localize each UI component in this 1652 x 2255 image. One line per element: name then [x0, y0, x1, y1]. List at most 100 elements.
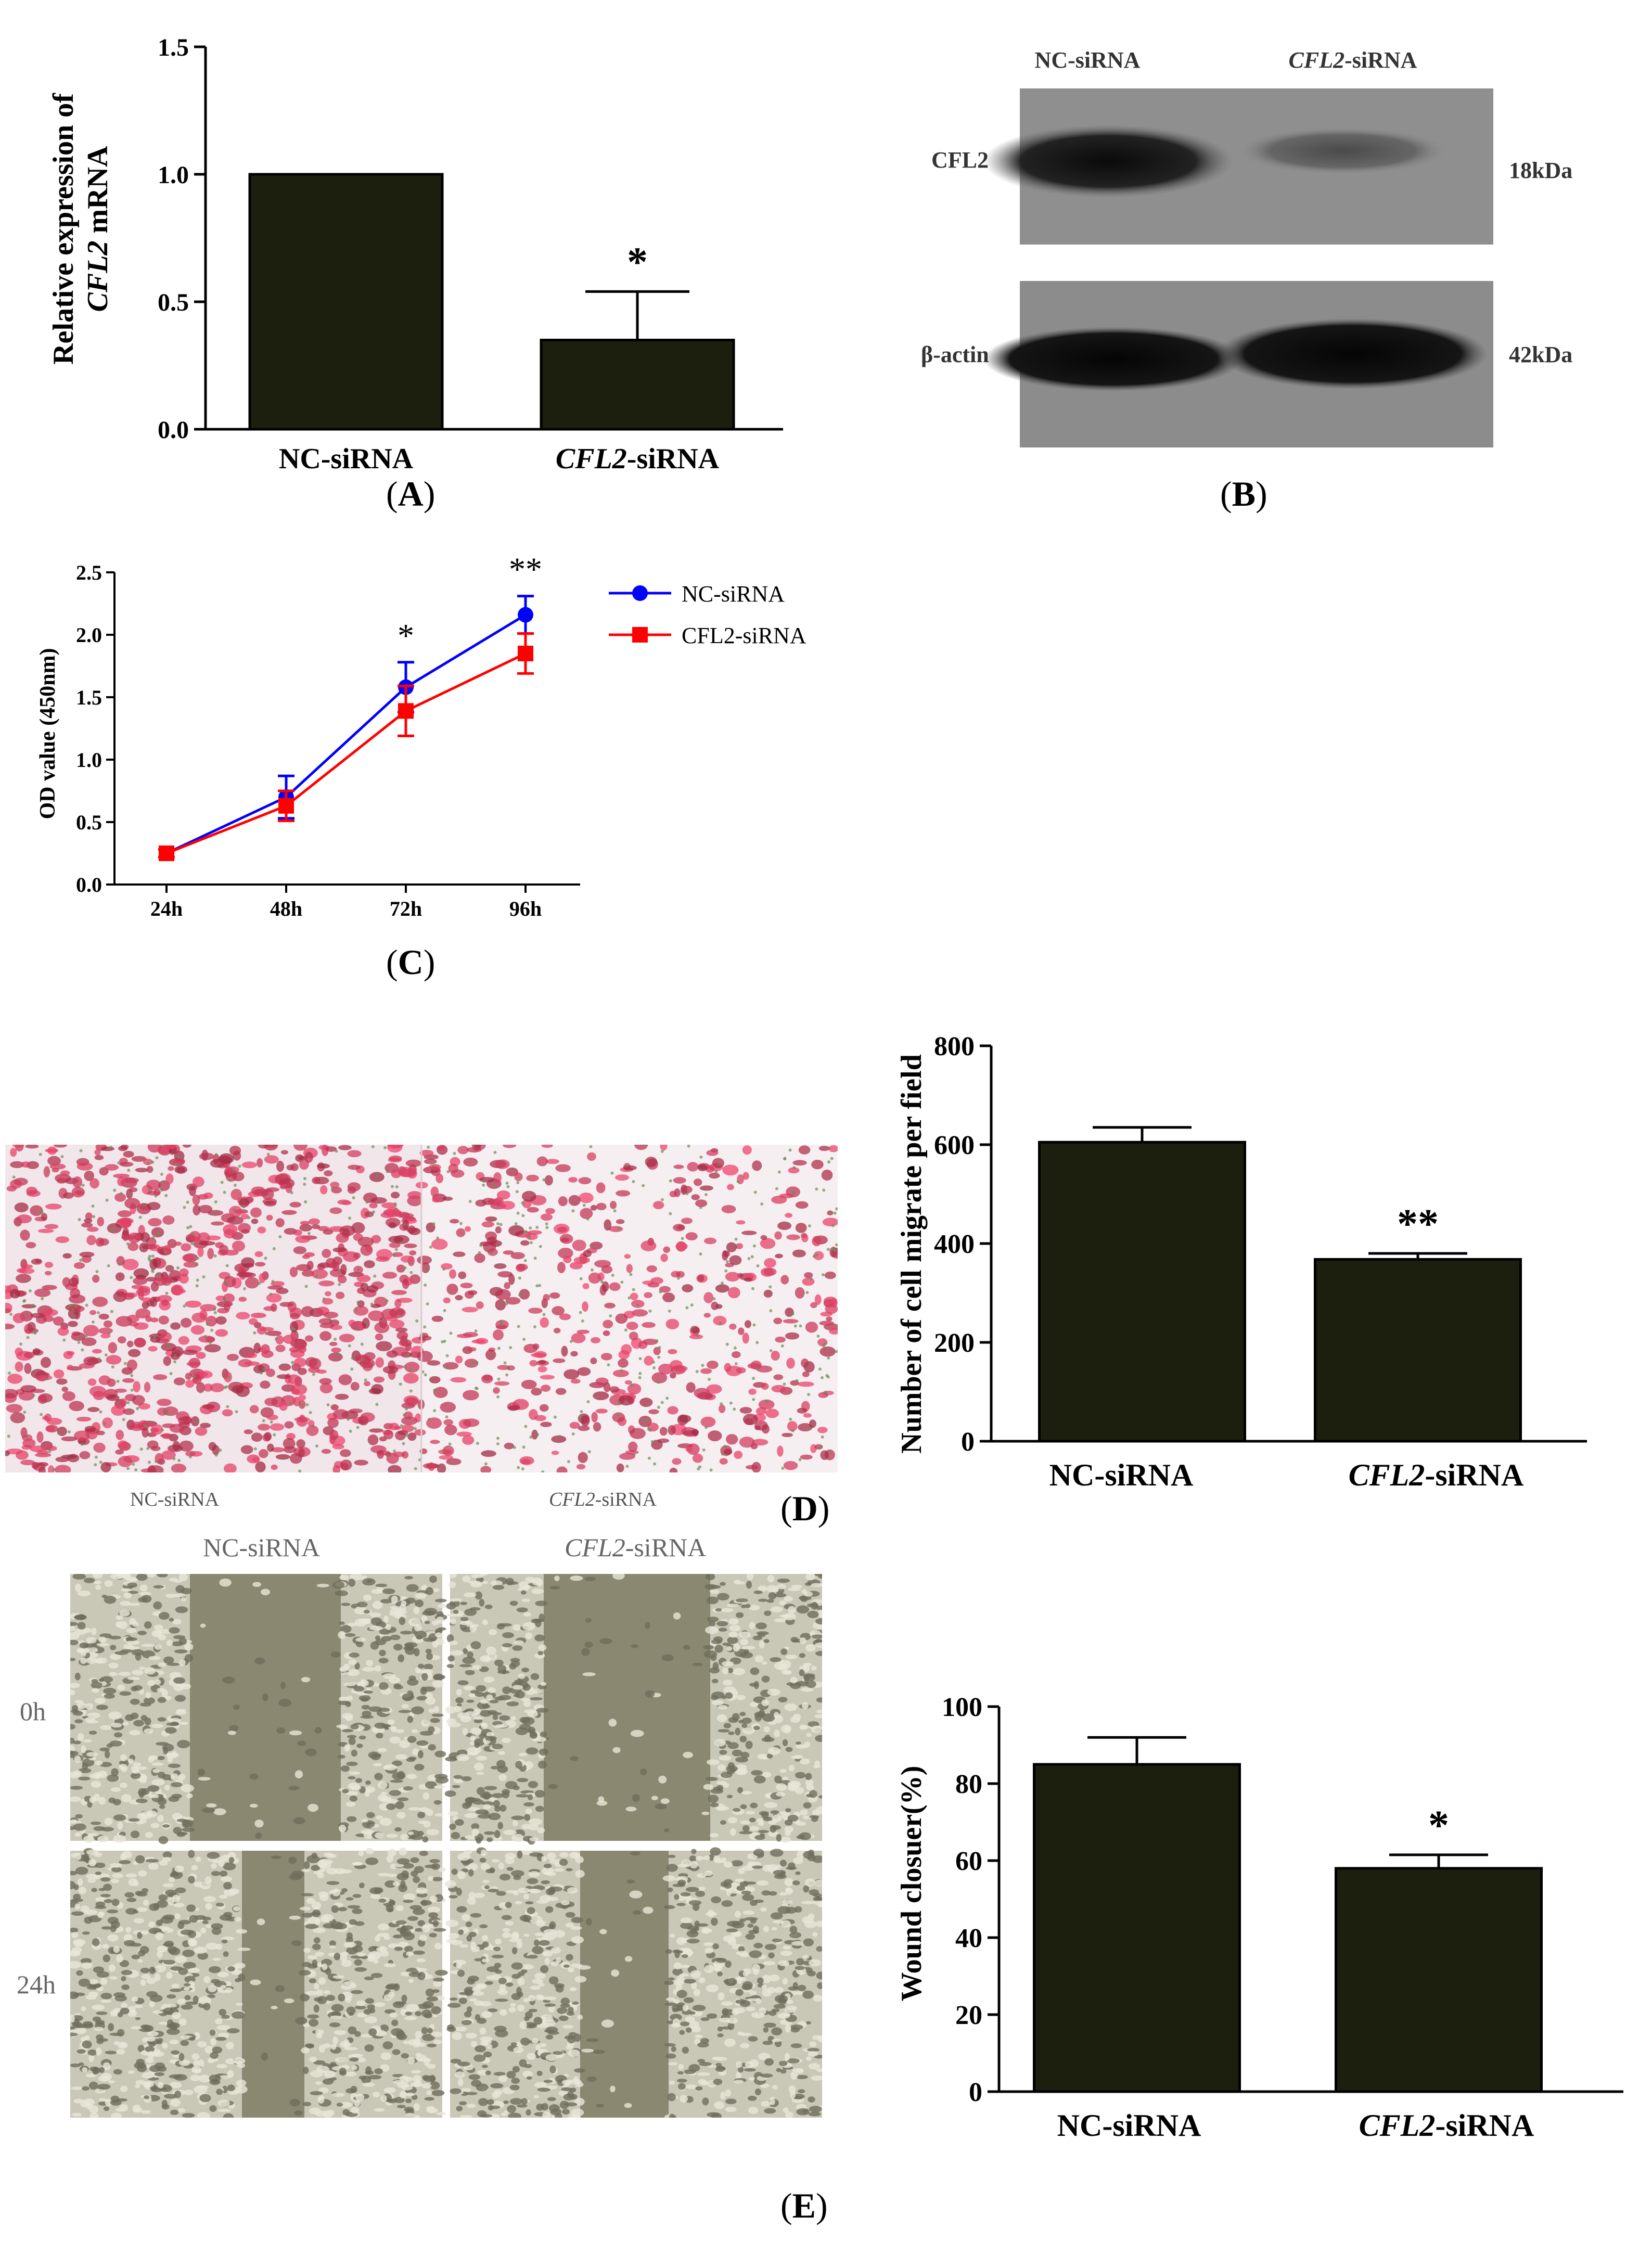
- c-significance-2: *: [398, 617, 414, 654]
- d-bars: **: [1038, 1126, 1522, 1443]
- e-ylabel: Wound closuer(%): [895, 1766, 928, 2002]
- panel-label-c: (C): [386, 942, 436, 982]
- svg-text:Relative expression of: Relative expression of: [47, 93, 80, 365]
- c-ytick-label-2: 1.0: [76, 748, 102, 772]
- blot-row2-label: β-actin: [921, 342, 989, 367]
- c-ytick-label-5: 2.5: [76, 561, 102, 584]
- panel-label-e: (E): [780, 2186, 828, 2225]
- e-ytick-label-3: 60: [955, 1847, 982, 1876]
- wound-kd-0h: [444, 1571, 829, 1845]
- c-xtick-label-3: 96h: [509, 897, 542, 920]
- blot-row1-label: CFL2: [931, 147, 989, 173]
- wound-row1-label: 0h: [20, 1697, 46, 1726]
- e-ytick-label-4: 80: [955, 1770, 982, 1799]
- c-point-cfl2-2: [398, 703, 414, 719]
- transwell-label-kd: CFL2-siRNA: [549, 1489, 657, 1510]
- d-ytick-label-2: 400: [934, 1229, 975, 1259]
- c-point-cfl2-3: [518, 646, 533, 661]
- c-legend-label-cfl2: CFL2-siRNA: [682, 623, 806, 648]
- c-line-cfl2: [166, 652, 527, 855]
- d-significance-1: **: [1397, 1201, 1439, 1247]
- c-ytick-label-0: 0.0: [76, 873, 102, 896]
- d-bar-0: [1038, 1141, 1246, 1443]
- blot-actin-band-kd: [1218, 318, 1488, 389]
- wound-kd-24h: [444, 1847, 828, 2121]
- c-line-nc: [165, 613, 527, 855]
- blot-actin-band-nc: [983, 327, 1244, 391]
- c-point-cfl2-0: [159, 845, 174, 861]
- a-bar-0: [248, 173, 444, 431]
- wound-nc-24h: [65, 1847, 448, 2121]
- e-significance-1: *: [1428, 1803, 1449, 1849]
- panel-b-blot: NC-siRNA CFL2-siRNA CFL2 18kDa β-actin 4…: [885, 31, 1613, 458]
- wound-image-grid: [65, 1571, 829, 2121]
- panel-d-chart: Number of cell migrate per field 0 200 400…: [895, 1032, 1587, 1492]
- c-axes: 0.0 0.5 1.0 1.5 2.0 2.5 24h 48h 72h 96h: [76, 561, 580, 920]
- blot-lane2-label: CFL2-siRNA: [1289, 47, 1417, 73]
- c-xtick-label-0: 24h: [150, 897, 183, 920]
- c-plot: ***: [158, 551, 542, 861]
- svg-text:CFL2 mRNA: CFL2 mRNA: [82, 146, 114, 312]
- c-point-cfl2-1: [278, 798, 294, 814]
- d-axes: 0 200 400 600 800: [934, 1032, 1587, 1457]
- c-legend: NC-siRNA CFL2-siRNA: [609, 581, 806, 648]
- wound-col1-label: NC-siRNA: [203, 1533, 321, 1562]
- transwell-label-nc: NC-siRNA: [130, 1489, 220, 1510]
- a-ylabel-rest: mRNA: [82, 146, 114, 241]
- c-legend-marker-cfl2: [632, 627, 648, 643]
- a-xlabel-1: CFL2-siRNA: [556, 443, 720, 475]
- c-legend-label-nc: NC-siRNA: [682, 581, 785, 607]
- e-xlabel-1: CFL2-siRNA: [1359, 2108, 1534, 2143]
- wound-col2-label: CFL2-siRNA: [565, 1533, 707, 1562]
- e-bar-0: [1033, 1763, 1241, 2093]
- c-xtick-label-2: 72h: [390, 897, 422, 920]
- a-ylabel: Relative expression of CFL2 mRNA: [47, 93, 114, 365]
- d-ytick-label-4: 800: [934, 1032, 975, 1061]
- panel-a-chart: Relative expression of CFL2 mRNA 0.0 0.5 1…: [47, 34, 783, 475]
- e-xlabel-0: NC-siRNA: [1057, 2108, 1201, 2143]
- blot-lane1-label: NC-siRNA: [1035, 47, 1141, 73]
- d-xlabel-1: CFL2-siRNA: [1349, 1458, 1524, 1492]
- a-xlabel-0: NC-siRNA: [279, 443, 414, 475]
- a-ytick-label-2: 1.0: [158, 161, 189, 189]
- c-ytick-label-1: 0.5: [76, 811, 102, 834]
- panel-label-d: (D): [780, 1489, 830, 1528]
- e-ytick-label-0: 0: [969, 2078, 982, 2107]
- a-bar-1: [540, 339, 735, 431]
- e-ytick-label-1: 20: [955, 2001, 982, 2030]
- d-ytick-label-1: 200: [934, 1328, 975, 1358]
- a-significance-1: *: [627, 239, 648, 285]
- transwell-image: [5, 1145, 838, 1472]
- panel-e-chart: Wound closuer(%) 0 20 40 60 80 100 * NC-siRNA…: [895, 1693, 1623, 2143]
- c-significance-3: **: [509, 551, 542, 588]
- d-bar-1: [1314, 1258, 1522, 1443]
- d-ylabel: Number of cell migrate per field: [895, 1054, 928, 1454]
- a-ytick-label-0: 0.0: [158, 416, 189, 444]
- wound-row2-label: 24h: [17, 1970, 56, 1999]
- blot-cfl2-band-kd: [1238, 127, 1446, 174]
- c-ylabel: OD value (450nm): [36, 648, 60, 819]
- a-ytick-label-3: 1.5: [158, 34, 189, 61]
- wound-nc-0h: [65, 1571, 449, 1844]
- blot-cfl2-band-nc: [983, 125, 1233, 198]
- e-bars: *: [1033, 1736, 1543, 2093]
- d-ytick-label-0: 0: [961, 1427, 975, 1457]
- a-ytick-label-1: 0.5: [158, 289, 189, 316]
- blot-image: NC-siRNA CFL2-siRNA CFL2 18kDa β-actin 4…: [921, 47, 1572, 447]
- a-bars: *: [248, 173, 735, 431]
- a-ylabel-gene: CFL2: [82, 241, 114, 312]
- panel-c-chart: OD value (450nm) 0.0 0.5 1.0 1.5 2.0 2.5 24h 48…: [36, 551, 806, 920]
- a-ylabel-line1: Relative expression of: [47, 93, 80, 365]
- e-ytick-label-5: 100: [942, 1693, 982, 1722]
- c-point-nc-3: [518, 607, 533, 623]
- c-ytick-label-4: 2.0: [76, 623, 102, 647]
- c-ytick-label-3: 1.5: [76, 686, 102, 709]
- panel-label-b: (B): [1220, 474, 1267, 514]
- c-xtick-label-1: 48h: [270, 897, 302, 920]
- c-legend-marker-nc: [632, 585, 648, 601]
- e-ytick-label-2: 40: [955, 1924, 982, 1953]
- panel-label-a: (A): [386, 474, 436, 514]
- d-ytick-label-3: 600: [934, 1131, 975, 1160]
- blot-row1-size: 18kDa: [1509, 158, 1572, 183]
- blot-row2-size: 42kDa: [1509, 342, 1572, 367]
